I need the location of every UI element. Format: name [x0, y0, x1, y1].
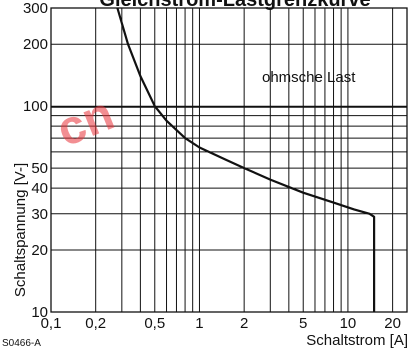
- x-tick-label: 5: [299, 315, 307, 332]
- y-tick-label: 10: [31, 304, 48, 321]
- y-tick-label: 40: [31, 180, 48, 197]
- plot-frame: [50, 7, 408, 313]
- x-tick-label: 2: [240, 315, 248, 332]
- chart-grid: [51, 8, 407, 312]
- x-tick-labels: 0,1 0,2 0,5 1 2 5 10 20: [41, 315, 401, 332]
- y-tick-label: 300: [23, 0, 48, 17]
- x-tick-label: 0,2: [85, 315, 106, 332]
- ohmic-load-label: ohmsche Last: [262, 69, 356, 86]
- load-limit-curve: [116, 7, 376, 312]
- x-tick-label: 1: [195, 315, 203, 332]
- x-tick-label: 10: [340, 315, 357, 332]
- y-tick-label: 20: [31, 242, 48, 259]
- figure-id: S0466-A: [2, 338, 41, 349]
- y-tick-label: 100: [23, 98, 48, 115]
- chart-title: Gleichstrom-Lastgrenzkurve: [99, 0, 370, 11]
- x-tick-label: 0,1: [41, 315, 62, 332]
- y-tick-labels: 10 20 30 40 50 100 200 300: [23, 0, 48, 321]
- watermark-stamp: cn: [49, 87, 121, 157]
- y-axis-label: Schaltspannung [V-]: [12, 163, 29, 297]
- y-tick-label: 50: [31, 160, 48, 177]
- y-tick-label: 200: [23, 36, 48, 53]
- x-tick-label: 20: [384, 315, 401, 332]
- y-tick-label: 30: [31, 206, 48, 223]
- x-axis-label: Schaltstrom [A]: [306, 332, 408, 349]
- x-tick-label: 0,5: [144, 315, 165, 332]
